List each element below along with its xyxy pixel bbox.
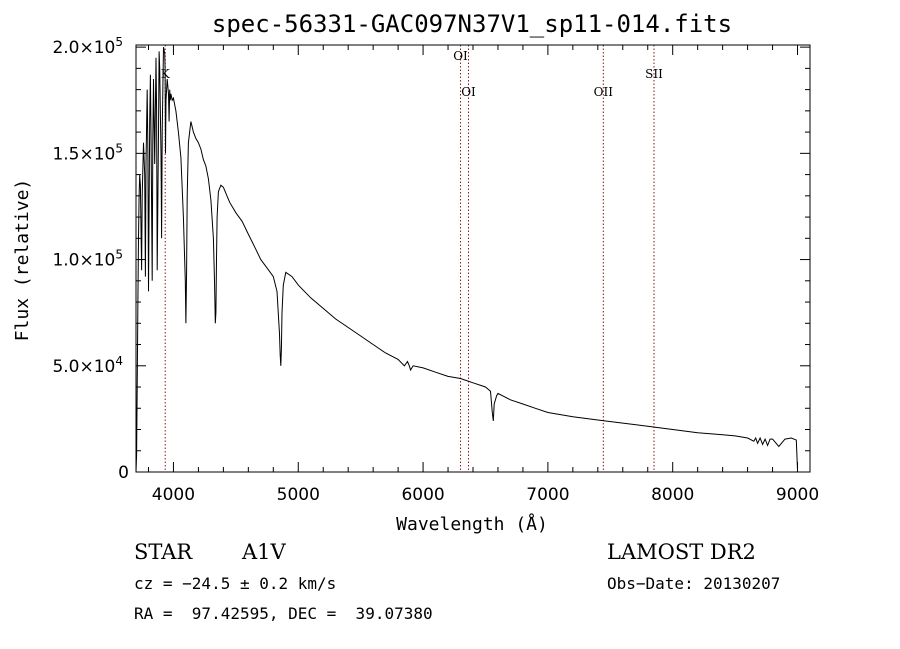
chart-title: spec-56331-GAC097N37V1_sp11-014.fits — [212, 10, 732, 38]
x-axis-label: Wavelength (Å) — [396, 513, 548, 535]
x-tick-label: 7000 — [526, 485, 569, 505]
line-marker-label: OI — [461, 85, 476, 99]
survey-name: LAMOST DR2 — [607, 540, 756, 564]
y-tick-label: 1.0×105 — [52, 248, 123, 271]
spectral-line-markers: K OI OI OII SII — [161, 45, 663, 472]
x-tick-label: 8000 — [651, 485, 694, 505]
object-type: STAR — [134, 540, 193, 564]
x-tick-label: 6000 — [401, 485, 444, 505]
y-tick-label: 0 — [118, 463, 129, 483]
axes: 4000 5000 6000 7000 8000 9000 0 5.0×104 1.0×105 1… — [52, 35, 819, 505]
spectral-subclass: A1V — [242, 540, 286, 564]
plot-frame — [135, 44, 811, 473]
velocity-readout: cz = −24.5 ± 0.2 km/s — [134, 574, 337, 593]
y-tick-label: 2.0×105 — [52, 35, 123, 58]
spectrum-line — [135, 47, 798, 473]
coordinates: RA = 97.42595, DEC = 39.07380 — [134, 604, 433, 623]
y-tick-label: 5.0×104 — [52, 354, 123, 377]
line-marker-label: OI — [453, 49, 468, 63]
line-marker-label: SII — [645, 67, 663, 81]
obs-date: Obs−Date: 20130207 — [607, 574, 781, 593]
x-tick-label: 4000 — [152, 485, 195, 505]
line-marker-label: OII — [594, 85, 614, 99]
y-axis-label: Flux (relative) — [12, 179, 33, 342]
y-tick-label: 1.5×105 — [52, 141, 123, 164]
line-marker-label: K — [161, 67, 171, 81]
x-tick-label: 9000 — [776, 485, 819, 505]
x-tick-label: 5000 — [277, 485, 320, 505]
